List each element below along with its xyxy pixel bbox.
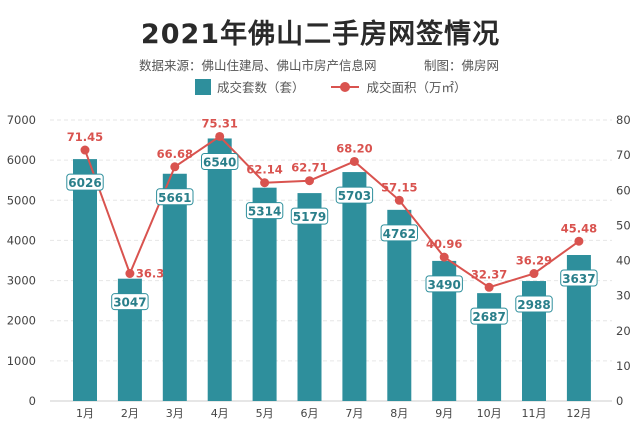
y-left-tick-label: 4000	[7, 233, 36, 247]
line-point	[305, 176, 314, 186]
bar	[252, 187, 277, 401]
bar-label-box	[290, 207, 329, 225]
x-tick-label: 11月	[522, 407, 547, 420]
bar-data-label: 3637	[562, 272, 595, 286]
bar-data-label: 6026	[68, 176, 101, 190]
bar	[207, 138, 232, 402]
y-right-tick-label: 40	[616, 254, 631, 268]
bar-data-label: 6540	[203, 155, 236, 169]
x-tick-label: 6月	[301, 407, 319, 420]
y-left-tick-label: 0	[29, 394, 36, 408]
y-left-tick-label: 5000	[7, 193, 36, 207]
bar-label-box	[425, 275, 463, 293]
line-point	[215, 131, 225, 141]
y-left-tick-label: 7000	[7, 113, 36, 127]
bar-data-label: 2988	[517, 298, 550, 312]
line-point	[439, 252, 449, 262]
bar	[73, 159, 97, 401]
x-tick-label: 2月	[121, 407, 139, 420]
line-point	[80, 145, 90, 155]
y-left-tick-label: 3000	[7, 274, 36, 288]
x-tick-label: 10月	[477, 407, 502, 420]
line-point	[574, 236, 584, 246]
bar-label-box	[156, 188, 194, 206]
bar-label-box	[66, 173, 104, 191]
bar-data-label: 5661	[158, 191, 191, 205]
line-data-label: 68.20	[336, 141, 372, 155]
legend-line-label: 成交面积（万㎡）	[366, 80, 467, 95]
y-right-tick-label: 10	[616, 359, 631, 373]
line-data-label: 40.96	[426, 237, 462, 251]
bar	[297, 193, 322, 401]
bar-label-box	[201, 152, 239, 170]
bar-label-box	[335, 186, 374, 204]
y-left-tick-label: 2000	[7, 314, 36, 328]
bar-label-box	[245, 202, 284, 220]
legend-line-swatch	[330, 79, 359, 95]
line-data-label: 66.68	[157, 147, 193, 161]
bar-data-label: 5703	[338, 189, 371, 203]
line-point	[125, 268, 135, 278]
x-tick-label: 12月	[566, 407, 591, 420]
x-tick-label: 9月	[435, 407, 453, 420]
line-data-label: 62.71	[291, 161, 327, 175]
bar	[387, 209, 412, 401]
x-tick-label: 5月	[256, 407, 274, 420]
line-data-label: 62.14	[246, 163, 282, 177]
line-point	[170, 162, 180, 172]
bar-data-label: 4762	[383, 227, 416, 241]
bar-label-box	[380, 224, 419, 242]
bar-label-box	[111, 293, 149, 311]
y-right-tick-label: 60	[616, 183, 631, 197]
bar-data-label: 3490	[427, 278, 460, 292]
bar-data-label: 5179	[293, 210, 326, 224]
line-point	[529, 269, 539, 279]
line-data-label: 45.48	[561, 221, 597, 235]
line-point	[394, 195, 404, 205]
x-tick-label: 3月	[166, 407, 184, 420]
legend: 成交套数（套） 成交面积（万㎡）	[195, 77, 467, 96]
line-data-label: 36.3	[136, 266, 164, 280]
chart-title: 2021年佛山二手房网签情况	[140, 19, 501, 50]
bar-label-box	[470, 307, 508, 325]
bar	[162, 173, 187, 401]
x-tick-label: 7月	[345, 407, 363, 420]
line-point	[349, 156, 359, 166]
line-point	[260, 178, 270, 188]
y-right-tick-label: 0	[616, 394, 623, 408]
bar-data-label: 2687	[472, 310, 505, 324]
line-data-label: 71.45	[67, 130, 103, 144]
y-right-tick-label: 20	[616, 324, 631, 338]
data-source: 数据来源：佛山住建局、佛山市房产信息网	[139, 58, 377, 73]
y-right-tick-label: 50	[616, 218, 631, 232]
legend-bar-label: 成交套数（套）	[217, 80, 305, 95]
x-tick-label: 1月	[76, 407, 94, 420]
bar	[342, 172, 367, 401]
bar-label-box	[560, 269, 598, 287]
y-left-tick-label: 6000	[7, 153, 36, 167]
line-series	[84, 135, 580, 289]
line-data-label: 32.37	[471, 267, 507, 281]
y-right-tick-label: 80	[616, 113, 631, 127]
bar-data-label: 3047	[113, 296, 146, 310]
x-tick-label: 8月	[390, 407, 408, 420]
line-point	[484, 282, 494, 292]
legend-bar-swatch	[195, 78, 211, 95]
y-right-tick-label: 70	[616, 148, 631, 162]
chart-maker: 制图：佛房网	[424, 58, 500, 73]
line-data-label: 57.15	[381, 180, 417, 194]
line-data-label: 36.29	[516, 254, 552, 268]
x-tick-label: 4月	[211, 407, 229, 420]
y-left-tick-label: 1000	[7, 354, 36, 368]
y-right-tick-label: 30	[616, 289, 631, 303]
line-data-label: 75.31	[202, 116, 238, 130]
bar-data-label: 5314	[248, 205, 281, 219]
bar-label-box	[515, 295, 553, 313]
